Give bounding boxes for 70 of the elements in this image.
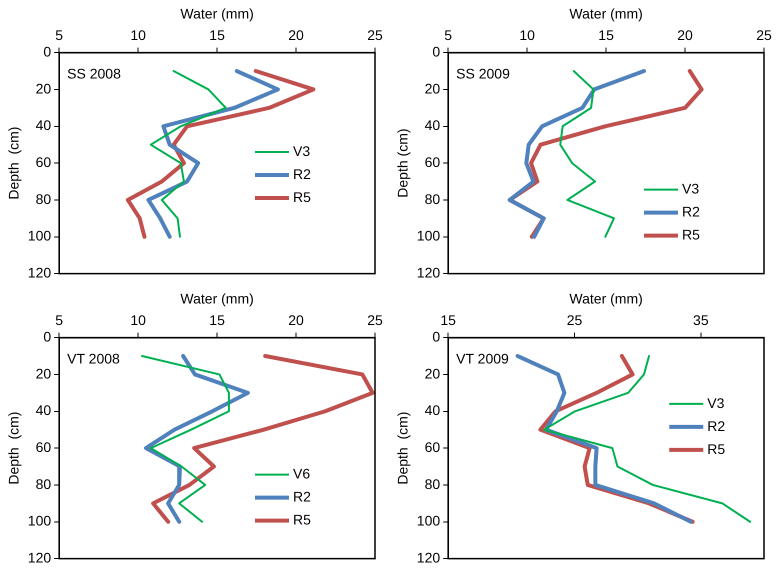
- legend-label: R2: [292, 166, 312, 182]
- x-tick-label: 20: [677, 27, 694, 44]
- legend-label: V3: [682, 180, 700, 196]
- y-tick-label: 80: [424, 190, 440, 207]
- x-axis-title: Water (mm): [569, 5, 643, 22]
- y-tick-label: 100: [28, 512, 52, 529]
- x-tick-label: 10: [519, 27, 536, 44]
- x-tick-label: 10: [130, 27, 146, 44]
- y-tick-label: 60: [36, 438, 52, 455]
- legend-label: V3: [292, 142, 310, 159]
- y-tick-label: 120: [416, 264, 440, 280]
- y-tick-label: 100: [416, 228, 440, 244]
- y-tick-label: 120: [28, 549, 52, 566]
- y-axis-title: Depth (cm): [5, 412, 22, 485]
- y-tick-label: 0: [43, 328, 52, 344]
- x-tick-label: 35: [693, 312, 709, 328]
- y-tick-label: 80: [424, 476, 440, 492]
- y-tick-label: 60: [424, 438, 440, 455]
- legend-label: R2: [707, 418, 726, 434]
- y-tick-label: 0: [43, 43, 52, 60]
- y-tick-label: 20: [424, 365, 440, 382]
- y-tick-label: 40: [36, 117, 52, 134]
- y-tick-label: 60: [36, 154, 52, 170]
- x-tick-label: 10: [130, 312, 146, 328]
- y-axis-title: Depth (cm): [394, 412, 410, 485]
- x-tick-label: 20: [288, 312, 304, 328]
- legend-label: V6: [292, 465, 310, 482]
- legend-label: V3: [707, 394, 725, 411]
- x-tick-label: 5: [55, 312, 64, 328]
- y-tick-label: 60: [424, 154, 440, 170]
- y-tick-label: 100: [28, 228, 52, 244]
- y-tick-label: 80: [36, 190, 52, 207]
- x-tick-label: 25: [367, 312, 383, 328]
- x-tick-label: 20: [288, 27, 304, 44]
- text: SS 2009: [456, 65, 510, 82]
- y-tick-label: 0: [432, 43, 440, 60]
- legend-label: R2: [292, 488, 312, 504]
- y-axis-title: Depth (cm): [394, 128, 410, 198]
- y-tick-label: 20: [424, 80, 440, 96]
- x-tick-label: 15: [209, 312, 226, 328]
- y-tick-label: 20: [36, 80, 52, 96]
- x-axis-title: Water (mm): [569, 290, 643, 306]
- x-tick-label: 15: [598, 27, 614, 44]
- y-tick-label: 120: [416, 549, 440, 566]
- y-tick-label: 0: [432, 328, 440, 344]
- x-tick-label: 5: [55, 27, 64, 44]
- x-axis-title: Water (mm): [180, 290, 254, 306]
- y-axis-title: Depth (cm): [5, 126, 22, 200]
- text: VT 2008: [67, 350, 120, 366]
- y-tick-label: 120: [28, 264, 52, 280]
- y-tick-label: 40: [36, 402, 52, 418]
- x-tick-label: 25: [756, 27, 772, 44]
- y-tick-label: 20: [36, 365, 52, 382]
- legend-label: R2: [682, 203, 700, 220]
- y-tick-label: 80: [36, 476, 52, 492]
- legend-label: R5: [682, 226, 700, 242]
- y-tick-label: 40: [424, 117, 440, 134]
- x-axis-title: Water (mm): [180, 5, 254, 22]
- y-tick-label: 100: [416, 512, 440, 529]
- x-tick-label: 25: [566, 312, 582, 328]
- y-tick-label: 40: [424, 402, 440, 418]
- x-tick-label: 5: [444, 27, 452, 44]
- x-tick-label: 15: [209, 27, 226, 44]
- x-tick-label: 25: [367, 27, 383, 44]
- x-tick-label: 15: [440, 312, 456, 328]
- legend-label: R5: [707, 440, 726, 457]
- legend-label: R5: [292, 511, 312, 528]
- text: SS 2008: [67, 65, 122, 82]
- legend-label: R5: [292, 188, 312, 205]
- text: VT 2009: [456, 350, 510, 366]
